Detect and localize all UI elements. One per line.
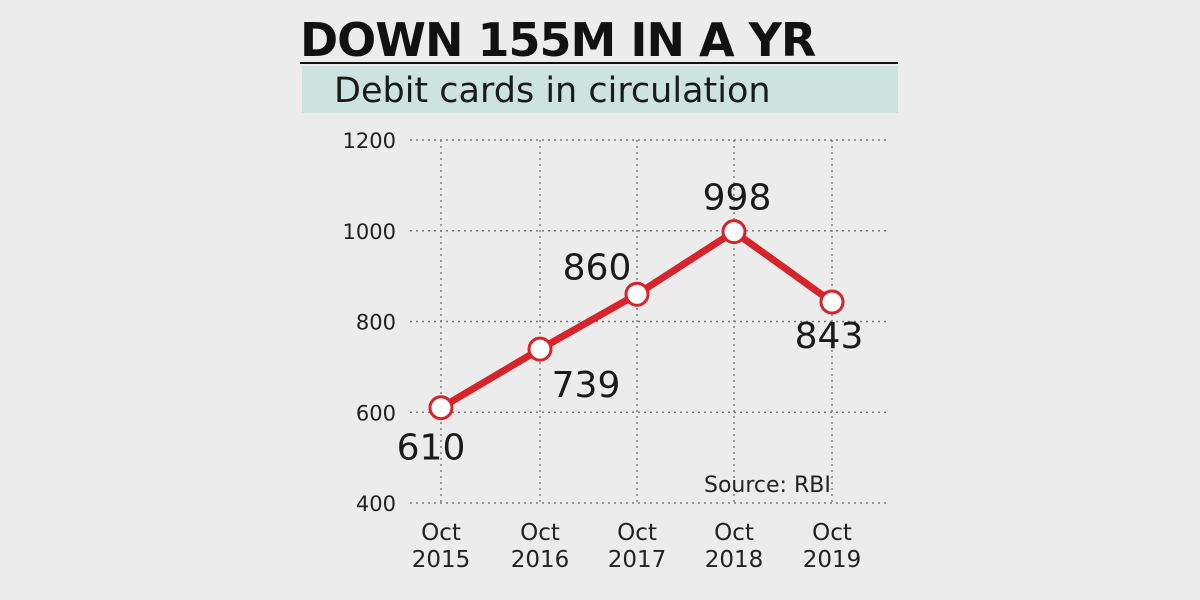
data-label: 610 (397, 428, 466, 469)
y-tick-label: 600 (356, 401, 396, 425)
series-debit-cards (428, 219, 845, 421)
chart-subtitle: Debit cards in circulation (334, 71, 771, 111)
y-tick-label: 400 (356, 492, 396, 516)
data-point (428, 395, 454, 421)
x-tick-label-month: Oct (421, 520, 461, 546)
y-tick-label: 1000 (343, 220, 396, 244)
subtitle-band (302, 66, 898, 113)
data-point (819, 289, 845, 315)
x-tick-label-month: Oct (520, 520, 560, 546)
data-labels: 610 739 860 998 843 (397, 178, 864, 469)
data-label: 843 (795, 316, 864, 357)
data-label: 739 (552, 365, 621, 406)
data-label: 860 (563, 247, 632, 288)
chart-title: DOWN 155M IN A YR (300, 13, 816, 67)
x-tick-label-year: 2018 (705, 547, 764, 573)
y-tick-label: 800 (356, 311, 396, 335)
x-tick-label-month: Oct (714, 520, 754, 546)
vertical-gridlines (440, 140, 833, 503)
x-tick-label-month: Oct (812, 520, 852, 546)
x-tick-label-year: 2017 (608, 547, 667, 573)
data-point (721, 219, 747, 245)
data-point (624, 281, 650, 307)
horizontal-gridlines (410, 139, 886, 504)
y-axis: 400 600 800 1000 1200 (343, 129, 396, 516)
x-tick-label-year: 2015 (412, 547, 471, 573)
x-tick-label-year: 2019 (803, 547, 862, 573)
y-tick-label: 1200 (343, 129, 396, 153)
data-point (527, 336, 553, 362)
x-tick-label-month: Oct (617, 520, 657, 546)
data-label: 998 (703, 178, 772, 219)
x-tick-label-year: 2016 (511, 547, 570, 573)
source-note: Source: RBI (704, 473, 831, 498)
